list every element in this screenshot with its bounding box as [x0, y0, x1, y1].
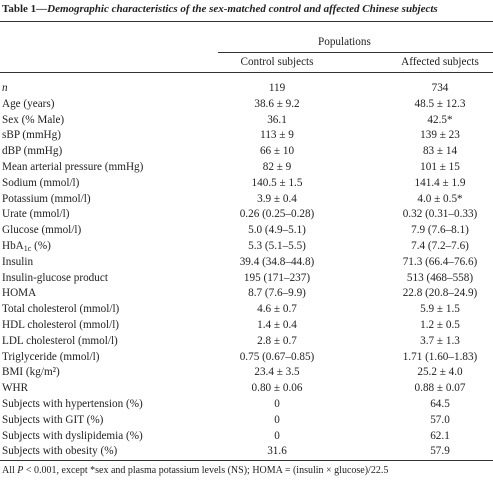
cell: 5.0 (4.9–5.1) [217, 223, 337, 237]
header-rule [0, 72, 493, 73]
row-label: Potassium (mmol/l) [2, 192, 91, 206]
row-label: HDL cholesterol (mmol/l) [2, 318, 119, 332]
cell: 0 [217, 413, 337, 427]
row-label: Age (years) [2, 97, 55, 111]
row-label: LDL cholesterol (mmol/l) [2, 334, 118, 348]
cell: 119 [217, 81, 337, 95]
cell: 57.9 [378, 444, 493, 458]
cell: 1.2 ± 0.5 [378, 318, 493, 332]
cell: 139 ± 23 [378, 128, 493, 142]
table-caption: Demographic characteristics of the sex-m… [47, 3, 438, 15]
row-label: HOMA [2, 286, 36, 300]
cell: 3.9 ± 0.4 [217, 192, 337, 206]
row-label: Subjects with hypertension (%) [2, 397, 143, 411]
cell: 64.5 [378, 397, 493, 411]
row-label: Sodium (mmol/l) [2, 176, 79, 190]
cell: 141.4 ± 1.9 [378, 176, 493, 190]
cell: 8.7 (7.6–9.9) [217, 286, 337, 300]
row-label: WHR [2, 381, 28, 395]
cell: 48.5 ± 12.3 [378, 97, 493, 111]
group-header: Populations [318, 35, 371, 49]
row-label: Urate (mmol/l) [2, 207, 69, 221]
cell: 22.8 (20.8–24.9) [378, 286, 493, 300]
column-header: Affected subjects [378, 55, 493, 69]
row-label: Sex (% Male) [2, 113, 64, 127]
row-label: Triglyceride (mmol/l) [2, 350, 99, 364]
cell: 0.32 (0.31–0.33) [378, 207, 493, 221]
cell: 513 (468–558) [378, 271, 493, 285]
cell: 140.5 ± 1.5 [217, 176, 337, 190]
row-label: sBP (mmHg) [2, 128, 61, 142]
cell: 25.2 ± 4.0 [378, 365, 493, 379]
cell: 1.4 ± 0.4 [217, 318, 337, 332]
cell: 0.26 (0.25–0.28) [217, 207, 337, 221]
table-title: Table 1—Demographic characteristics of t… [2, 2, 438, 16]
cell: 82 ± 9 [217, 160, 337, 174]
row-label: Subjects with obesity (%) [2, 444, 117, 458]
cell: 39.4 (34.8–44.8) [217, 255, 337, 269]
cell: 2.8 ± 0.7 [217, 334, 337, 348]
cell: 195 (171–237) [217, 271, 337, 285]
cell: 113 ± 9 [217, 128, 337, 142]
row-label: Mean arterial pressure (mmHg) [2, 160, 143, 174]
cell: 38.6 ± 9.2 [217, 97, 337, 111]
bottom-rule [0, 460, 493, 461]
row-label: BMI (kg/m²) [2, 365, 60, 379]
cell: 3.7 ± 1.3 [378, 334, 493, 348]
cell: 83 ± 14 [378, 144, 493, 158]
row-label: dBP (mmHg) [2, 144, 62, 158]
row-label-part: HbA [2, 240, 24, 252]
cell: 5.9 ± 1.5 [378, 302, 493, 316]
row-label: n [2, 81, 8, 95]
cell: 23.4 ± 3.5 [217, 365, 337, 379]
top-rule [0, 21, 493, 22]
cell: 4.0 ± 0.5* [378, 192, 493, 206]
cell: 101 ± 15 [378, 160, 493, 174]
row-label-part: (%) [31, 240, 51, 252]
cell: 4.6 ± 0.7 [217, 302, 337, 316]
cell: 71.3 (66.4–76.6) [378, 255, 493, 269]
cell: 1.71 (1.60–1.83) [378, 350, 493, 364]
cell: 0.75 (0.67–0.85) [217, 350, 337, 364]
column-header: Control subjects [217, 55, 337, 69]
cell: 36.1 [217, 113, 337, 127]
cell: 0 [217, 429, 337, 443]
cell: 7.4 (7.2–7.6) [378, 239, 493, 253]
row-label: HbA1c (%) [2, 239, 51, 253]
cell: 42.5* [378, 113, 493, 127]
cell: 66 ± 10 [217, 144, 337, 158]
cell: 31.6 [217, 444, 337, 458]
group-rule [218, 52, 493, 53]
row-label: Insulin-glucose product [2, 271, 108, 285]
cell: 62.1 [378, 429, 493, 443]
cell: 7.9 (7.6–8.1) [378, 223, 493, 237]
cell: 5.3 (5.1–5.5) [217, 239, 337, 253]
table-number: Table 1— [2, 3, 47, 15]
footnote-part: All [2, 465, 17, 476]
cell: 734 [378, 81, 493, 95]
row-label: Subjects with dyslipidemia (%) [2, 429, 143, 443]
row-label: Insulin [2, 255, 33, 269]
footnote: All P < 0.001, except *sex and plasma po… [2, 464, 388, 478]
cell: 0.88 ± 0.07 [378, 381, 493, 395]
row-label: Glucose (mmol/l) [2, 223, 81, 237]
cell: 57.0 [378, 413, 493, 427]
row-label: Subjects with GIT (%) [2, 413, 103, 427]
row-label: Total cholesterol (mmol/l) [2, 302, 119, 316]
cell: 0 [217, 397, 337, 411]
footnote-part: < 0.001, except *sex and plasma potassiu… [23, 465, 388, 476]
cell: 0.80 ± 0.06 [217, 381, 337, 395]
